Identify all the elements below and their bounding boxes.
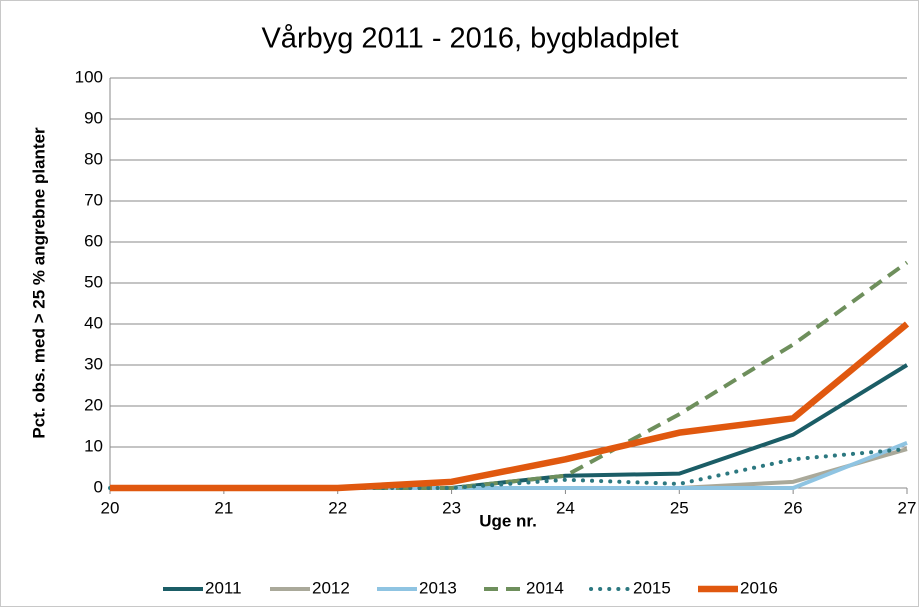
x-tick-label: 27 [898, 498, 917, 517]
legend-label: 2012 [312, 578, 350, 597]
legend-label: 2014 [526, 578, 564, 597]
y-tick-label: 100 [75, 67, 103, 86]
y-tick-label: 20 [84, 395, 103, 414]
series-line [110, 321, 910, 492]
legend-label: 2011 [205, 578, 242, 597]
y-tick-label: 10 [84, 436, 103, 455]
x-tick-label: 25 [670, 498, 689, 517]
y-axis-title: Pct. obs. med > 25 % angrebne planter [29, 127, 48, 439]
y-tick-label: 80 [84, 149, 103, 168]
series-line [108, 447, 909, 490]
legend-label: 2015 [633, 578, 671, 597]
y-tick-label: 0 [94, 477, 103, 496]
legend-label: 2013 [419, 578, 457, 597]
y-tick-label: 90 [84, 108, 103, 127]
y-tick-label: 50 [84, 272, 103, 291]
x-tick-label: 26 [784, 498, 803, 517]
x-axis-title: Uge nr. [479, 511, 537, 530]
chart-title: Vårbyg 2011 - 2016, bygbladplet [261, 23, 678, 55]
y-tick-label: 70 [84, 190, 103, 209]
x-tick-label: 21 [214, 498, 233, 517]
x-tick-label: 20 [101, 498, 120, 517]
y-tick-label: 40 [84, 313, 103, 332]
x-tick-label: 22 [328, 498, 347, 517]
y-tick-label: 60 [84, 231, 103, 250]
legend-label: 2016 [740, 578, 778, 597]
x-tick-label: 23 [442, 498, 461, 517]
x-tick-label: 24 [556, 498, 575, 517]
y-tick-label: 30 [84, 354, 103, 373]
